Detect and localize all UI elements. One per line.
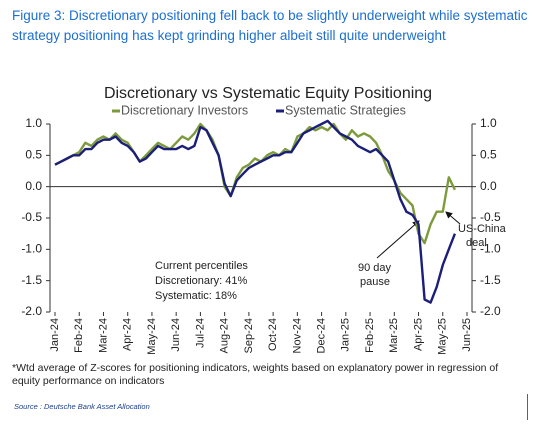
x-tick-label: Apr-25	[412, 318, 424, 351]
annotation: US-China	[458, 223, 507, 235]
y-tick-label: 0.5	[25, 148, 42, 162]
x-tick-label: Sep-24	[243, 318, 255, 353]
legend-label: Discretionary Investors	[121, 103, 248, 117]
x-tick-label: Jul-24	[194, 318, 206, 348]
series-line	[54, 122, 456, 245]
annotation: 90 day	[358, 262, 392, 274]
y2-tick-label: 1.0	[480, 116, 497, 130]
y-tick-label: -1.5	[21, 273, 42, 287]
x-tick-label: Feb-24	[73, 318, 85, 353]
y-tick-label: -0.5	[21, 210, 42, 224]
x-tick-label: Nov-24	[291, 318, 303, 353]
x-tick-label: Jun-25	[461, 318, 473, 352]
y2-tick-label: -1.5	[480, 273, 501, 287]
annotation: Current percentiles	[155, 260, 248, 272]
annotation: Discretionary: 41%	[155, 275, 248, 287]
annotation: deal	[466, 237, 487, 249]
legend-label: Systematic Strategies	[285, 103, 406, 117]
y2-tick-label: -2.0	[480, 304, 501, 318]
x-tick-label: Jan-24	[49, 318, 61, 352]
y-tick-label: -1.0	[21, 242, 42, 256]
arrow	[445, 211, 461, 225]
footnote: *Wtd average of Z-scores for positioning…	[12, 362, 499, 387]
source: Source : Deutsche Bank Asset Allocation	[14, 402, 150, 411]
x-tick-label: Apr-24	[122, 318, 134, 351]
y2-tick-label: -1.0	[480, 242, 501, 256]
y-tick-label: -2.0	[21, 304, 42, 318]
x-tick-label: May-24	[146, 318, 158, 355]
figure-caption: Figure 3: Discretionary positioning fell…	[12, 8, 528, 43]
series-line	[54, 119, 457, 304]
x-tick-label: Aug-24	[219, 318, 231, 353]
x-tick-label: Jan-25	[340, 318, 352, 352]
y2-tick-label: 0.0	[480, 179, 497, 193]
x-tick-label: Mar-25	[388, 318, 400, 353]
arrow	[376, 220, 420, 259]
x-tick-label: Feb-25	[364, 318, 376, 353]
y2-tick-label: 0.5	[480, 148, 497, 162]
y-tick-label: 1.0	[25, 116, 42, 130]
x-tick-label: Dec-24	[315, 318, 327, 353]
chart-title: Discretionary vs Systematic Equity Posit…	[104, 85, 432, 102]
x-tick-label: Oct-24	[267, 318, 279, 351]
annotation: Systematic: 18%	[155, 290, 237, 302]
border-rule	[527, 394, 528, 420]
y2-tick-label: -0.5	[480, 210, 501, 224]
x-tick-label: Mar-24	[97, 318, 109, 353]
x-tick-label: Jun-24	[170, 318, 182, 352]
y-tick-label: 0.0	[25, 179, 42, 193]
annotation: pause	[360, 276, 390, 288]
x-tick-label: May-25	[437, 318, 449, 355]
